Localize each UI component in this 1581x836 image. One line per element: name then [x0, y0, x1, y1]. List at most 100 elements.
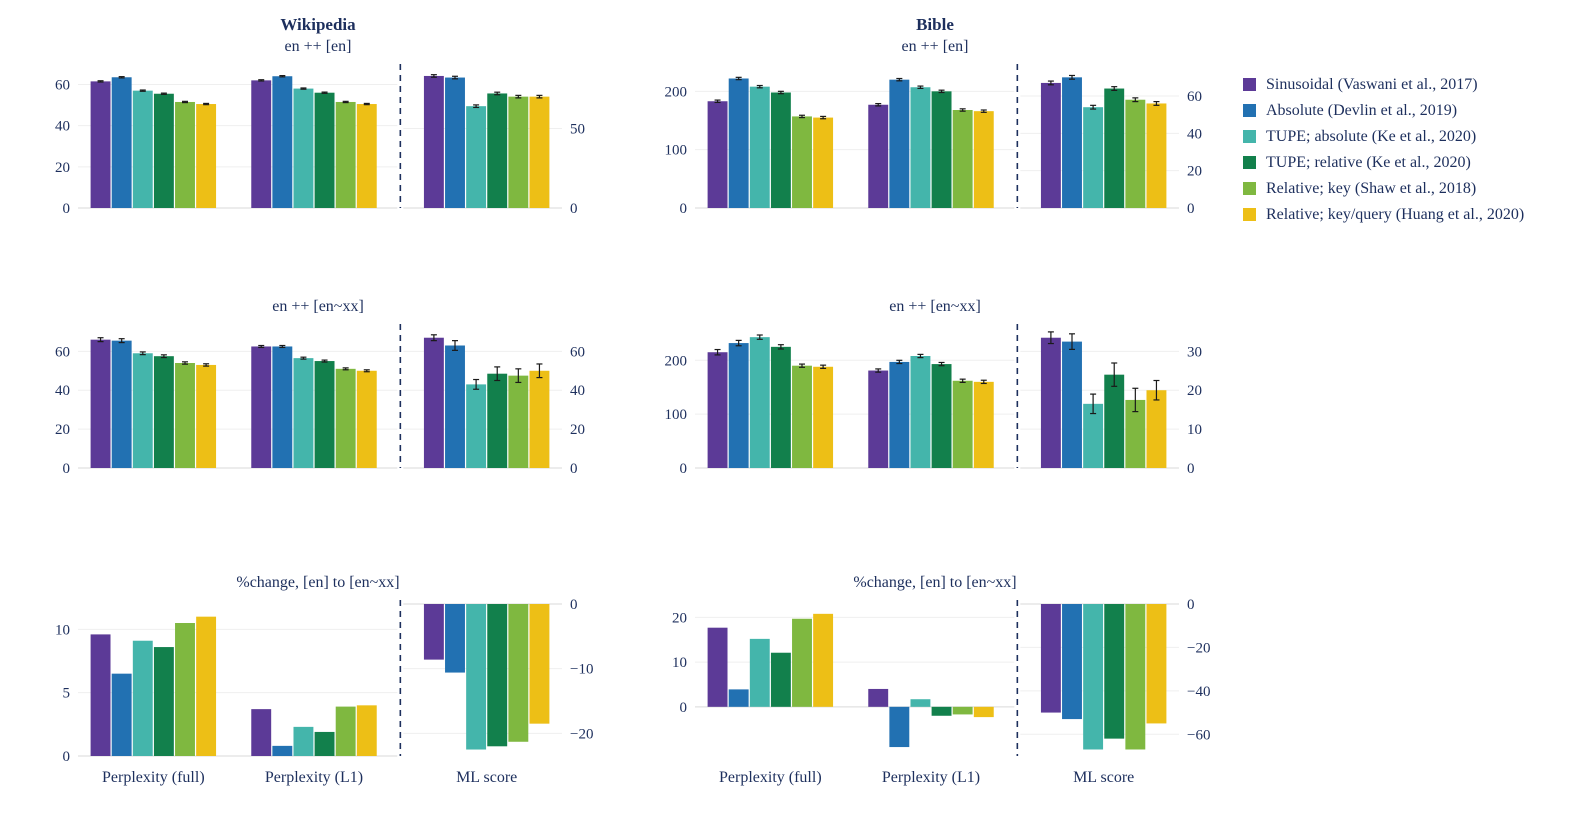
bar [931, 91, 952, 208]
left-axis-tick-label: 200 [665, 84, 688, 100]
bar [707, 352, 728, 468]
bar [813, 117, 834, 208]
column-title-wikipedia: Wikipedia [280, 15, 356, 34]
bar [973, 111, 994, 208]
bar [1040, 82, 1061, 208]
bar [251, 80, 272, 208]
x-axis-group-label: ML score [1073, 769, 1134, 786]
bar [973, 706, 994, 718]
bar [153, 93, 174, 208]
right-axis-tick-label: 40 [570, 383, 585, 399]
bar [251, 346, 272, 468]
bar [508, 96, 529, 208]
bar [931, 364, 952, 468]
bar [868, 688, 889, 707]
bar [1125, 399, 1146, 468]
right-axis-tick-label: −20 [1187, 640, 1210, 656]
panel-bible-enxx: en ++ [en~xx] 0 100 200 0 10 20 30 [645, 296, 1225, 490]
bar [251, 709, 272, 756]
right-axis-tick-label: 60 [570, 344, 585, 360]
bar [90, 634, 111, 756]
bar [1104, 88, 1125, 208]
bar [508, 604, 529, 742]
bar [423, 337, 444, 468]
bar [314, 361, 335, 468]
bar [111, 340, 132, 468]
right-axis-tick-label: 0 [570, 201, 578, 217]
bar [356, 705, 377, 756]
panel-title-wikipedia-en: en ++ [en] [284, 38, 352, 55]
bar [792, 116, 812, 208]
bar [952, 110, 973, 208]
bar [175, 623, 195, 756]
bar [1125, 99, 1146, 208]
bar [90, 339, 111, 468]
x-axis-group-label: Perplexity (full) [102, 769, 205, 786]
bar [111, 77, 132, 208]
bar [1083, 604, 1104, 750]
bar [132, 90, 153, 208]
left-axis-tick-label: 100 [665, 143, 688, 159]
bar [196, 104, 217, 208]
panel-bible-en: Bible en ++ [en] 0 100 200 0 20 40 60 [645, 14, 1225, 230]
bar [973, 381, 994, 468]
bar [792, 618, 812, 707]
bar [889, 706, 910, 748]
right-axis-tick-label: −10 [570, 662, 593, 678]
bar [813, 366, 834, 468]
bar [889, 361, 910, 468]
bar [335, 368, 356, 468]
bar [90, 81, 111, 208]
bar [749, 337, 770, 468]
x-axis-group-label: Perplexity (L1) [882, 769, 980, 786]
bar [529, 604, 550, 724]
left-axis-tick-label: 20 [672, 610, 687, 626]
left-axis-tick-label: 10 [672, 655, 687, 671]
right-axis-tick-label: 20 [1187, 383, 1202, 399]
bar [293, 88, 314, 208]
bar-chart-wikipedia-enxx: 0 20 40 60 0 20 40 60 [55, 324, 585, 477]
bar [1104, 604, 1125, 739]
bar [910, 356, 931, 468]
bar [529, 96, 550, 208]
bar [1083, 403, 1104, 468]
bar [707, 627, 728, 707]
bar [487, 604, 508, 747]
bar [423, 604, 444, 660]
legend-swatch-sinusoidal [1243, 78, 1256, 91]
left-axis-tick-label: 40 [55, 119, 70, 135]
bar [1146, 604, 1167, 724]
bar [749, 638, 770, 707]
bar [335, 101, 356, 208]
legend-label-tupe-relative: TUPE; relative (Ke et al., 2020) [1266, 154, 1471, 171]
bar [749, 86, 770, 208]
left-axis-tick-label: 0 [63, 201, 71, 217]
bar [792, 365, 812, 468]
panel-title-wikipedia-enxx: en ++ [en~xx] [272, 298, 364, 315]
right-axis-tick-label: −20 [570, 726, 593, 742]
bar [1040, 337, 1061, 468]
bar [132, 353, 153, 468]
bar [952, 380, 973, 468]
panel-title-wikipedia-pct-change: %change, [en] to [en~xx] [236, 574, 400, 591]
bar [728, 343, 749, 468]
legend-item-relative-key: Relative; key (Shaw et al., 2018) [1243, 180, 1524, 197]
bar [466, 604, 487, 750]
panel-title-bible-pct-change: %change, [en] to [en~xx] [853, 574, 1017, 591]
bar [196, 364, 217, 468]
bar [1062, 77, 1082, 208]
left-axis-tick-label: 40 [55, 383, 70, 399]
legend-label-relative-key-query: Relative; key/query (Huang et al., 2020) [1266, 206, 1525, 223]
bar [1125, 604, 1146, 750]
bar [728, 78, 749, 208]
legend-item-relative-key-query: Relative; key/query (Huang et al., 2020) [1243, 206, 1524, 223]
left-axis-tick-label: 0 [680, 700, 688, 716]
bar [487, 373, 508, 468]
panel-title-bible-enxx: en ++ [en~xx] [889, 298, 981, 315]
bar [445, 77, 465, 208]
bar [335, 706, 356, 756]
right-axis-tick-label: 50 [570, 121, 585, 137]
bar [111, 673, 132, 756]
bar [889, 79, 910, 209]
